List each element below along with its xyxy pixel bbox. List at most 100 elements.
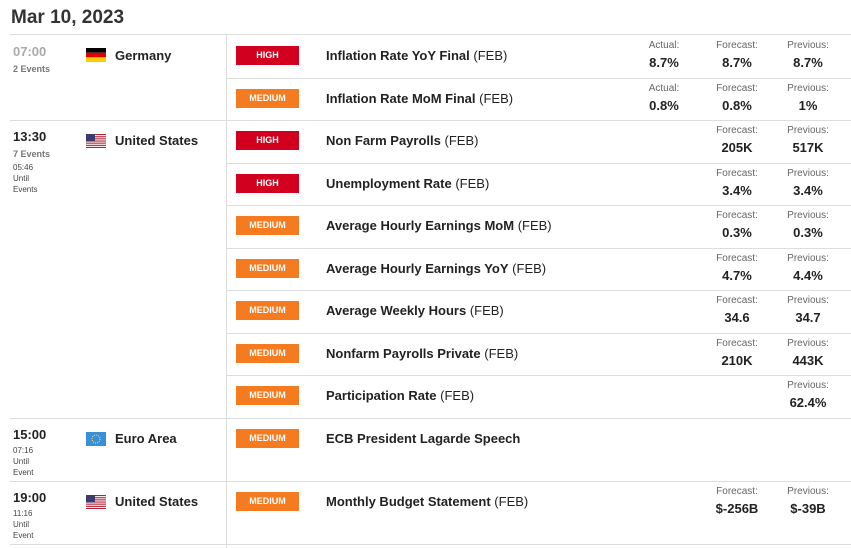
countdown: 07:16 [13,445,34,455]
impact-badge: MEDIUM [236,258,299,278]
event-time: 07:00 [13,44,47,59]
impact-badge: HIGH [236,46,299,66]
actual-value: 8.7% [649,55,679,70]
event-period: (FEB) [494,493,529,509]
previous-label: Previous: [787,82,829,94]
row-divider [226,77,851,79]
previous-value: $-39B [790,500,826,516]
country: United States [115,133,199,148]
previous-value: 443K [792,352,824,368]
previous-label: Previous: [787,337,829,349]
previous-value: 0.3% [793,225,823,240]
event-period: (FEB) [473,48,508,64]
event-title: Participation Rate [326,388,437,404]
previous-value: 4.4% [793,267,823,283]
flag-us [86,495,106,509]
event-period: (FEB) [440,388,475,404]
countdown: 05:46 [13,163,34,172]
countdown: Until [13,519,30,529]
previous-value: 3.4% [793,182,823,198]
row-divider [226,162,851,164]
event-time: 15:00 [13,426,47,442]
impact-badge: MEDIUM [236,301,299,321]
countdown: Event [13,530,34,540]
event-period: (FEB) [455,175,490,191]
event-period: (FEB) [512,260,547,276]
countdown: Events [13,185,38,194]
group-divider [10,543,851,545]
forecast-label: Forecast: [716,337,758,349]
group-divider [10,480,851,482]
previous-label: Previous: [787,295,829,306]
impact-badge: MEDIUM [236,216,299,236]
flag-us [86,134,106,148]
event-name: Inflation Rate MoM Final (FEB) [326,91,513,106]
country: Germany [115,48,172,63]
forecast-value: 0.8% [722,97,752,113]
forecast-value: 205K [721,140,753,155]
event-time: 19:00 [13,489,47,505]
event-period: (FEB) [479,90,514,106]
event-time: 13:30 [13,129,47,144]
countdown: 11:16 [13,508,33,518]
previous-value: 8.7% [793,55,823,70]
countdown: Until [13,456,30,466]
actual-label: Actual: [648,82,680,94]
forecast-value: 34.6 [724,310,750,325]
previous-value: 517K [792,140,824,155]
countdown: Event [13,467,34,477]
event-name: Average Weekly Hours (FEB) [326,303,504,318]
event-title: Nonfarm Payrolls Private [326,345,481,361]
group-divider [10,120,851,121]
impact-badge: HIGH [236,173,299,193]
countdown: Until [13,174,30,183]
forecast-label: Forecast: [716,295,758,306]
forecast-value: 0.3% [722,225,752,240]
event-name: Inflation Rate YoY Final (FEB) [326,48,507,63]
event-title: Average Hourly Earnings MoM [326,218,515,234]
actual-value: 0.8% [649,97,679,113]
group-divider [10,417,851,419]
previous-label: Previous: [787,252,829,264]
events-count: 7 Events [13,149,51,159]
event-name: Monthly Budget Statement (FEB) [326,494,528,509]
event-title: ECB President Lagarde Speech [326,430,521,446]
impact-badge: MEDIUM [236,88,299,108]
event-title: Unemployment Rate [326,175,452,191]
previous-value: 34.7 [795,310,821,325]
previous-label: Previous: [787,40,829,51]
event-name: Average Hourly Earnings YoY (FEB) [326,261,546,276]
impact-badge: MEDIUM [236,491,299,511]
event-name: Non Farm Payrolls (FEB) [326,133,478,148]
event-name: Average Hourly Earnings MoM (FEB) [326,218,552,233]
event-title: Inflation Rate YoY Final [326,48,470,64]
forecast-value: 3.4% [722,182,752,198]
row-divider [226,290,851,291]
forecast-value: $-256B [715,500,759,516]
impact-badge: MEDIUM [236,343,299,363]
country: United States [115,493,199,509]
forecast-label: Forecast: [716,40,758,51]
forecast-value: 210K [721,352,753,368]
row-divider [226,375,851,376]
previous-label: Previous: [787,167,829,179]
row-divider [226,205,851,206]
event-title: Non Farm Payrolls [326,133,441,149]
flag-eu [86,432,106,446]
event-title: Average Hourly Earnings YoY [326,260,509,276]
flag-germany [86,48,106,62]
impact-badge: MEDIUM [236,428,299,448]
impact-badge: HIGH [236,131,299,151]
forecast-value: 4.7% [722,267,752,283]
forecast-value: 8.7% [722,55,752,70]
divider [10,34,851,35]
row-divider [226,332,851,334]
previous-label: Previous: [787,485,829,497]
previous-label: Previous: [787,210,829,221]
previous-label: Previous: [787,125,829,136]
forecast-label: Forecast: [716,82,758,94]
forecast-label: Forecast: [716,125,758,136]
row-divider [226,247,851,249]
forecast-label: Forecast: [716,167,758,179]
event-period: (FEB) [484,345,519,361]
